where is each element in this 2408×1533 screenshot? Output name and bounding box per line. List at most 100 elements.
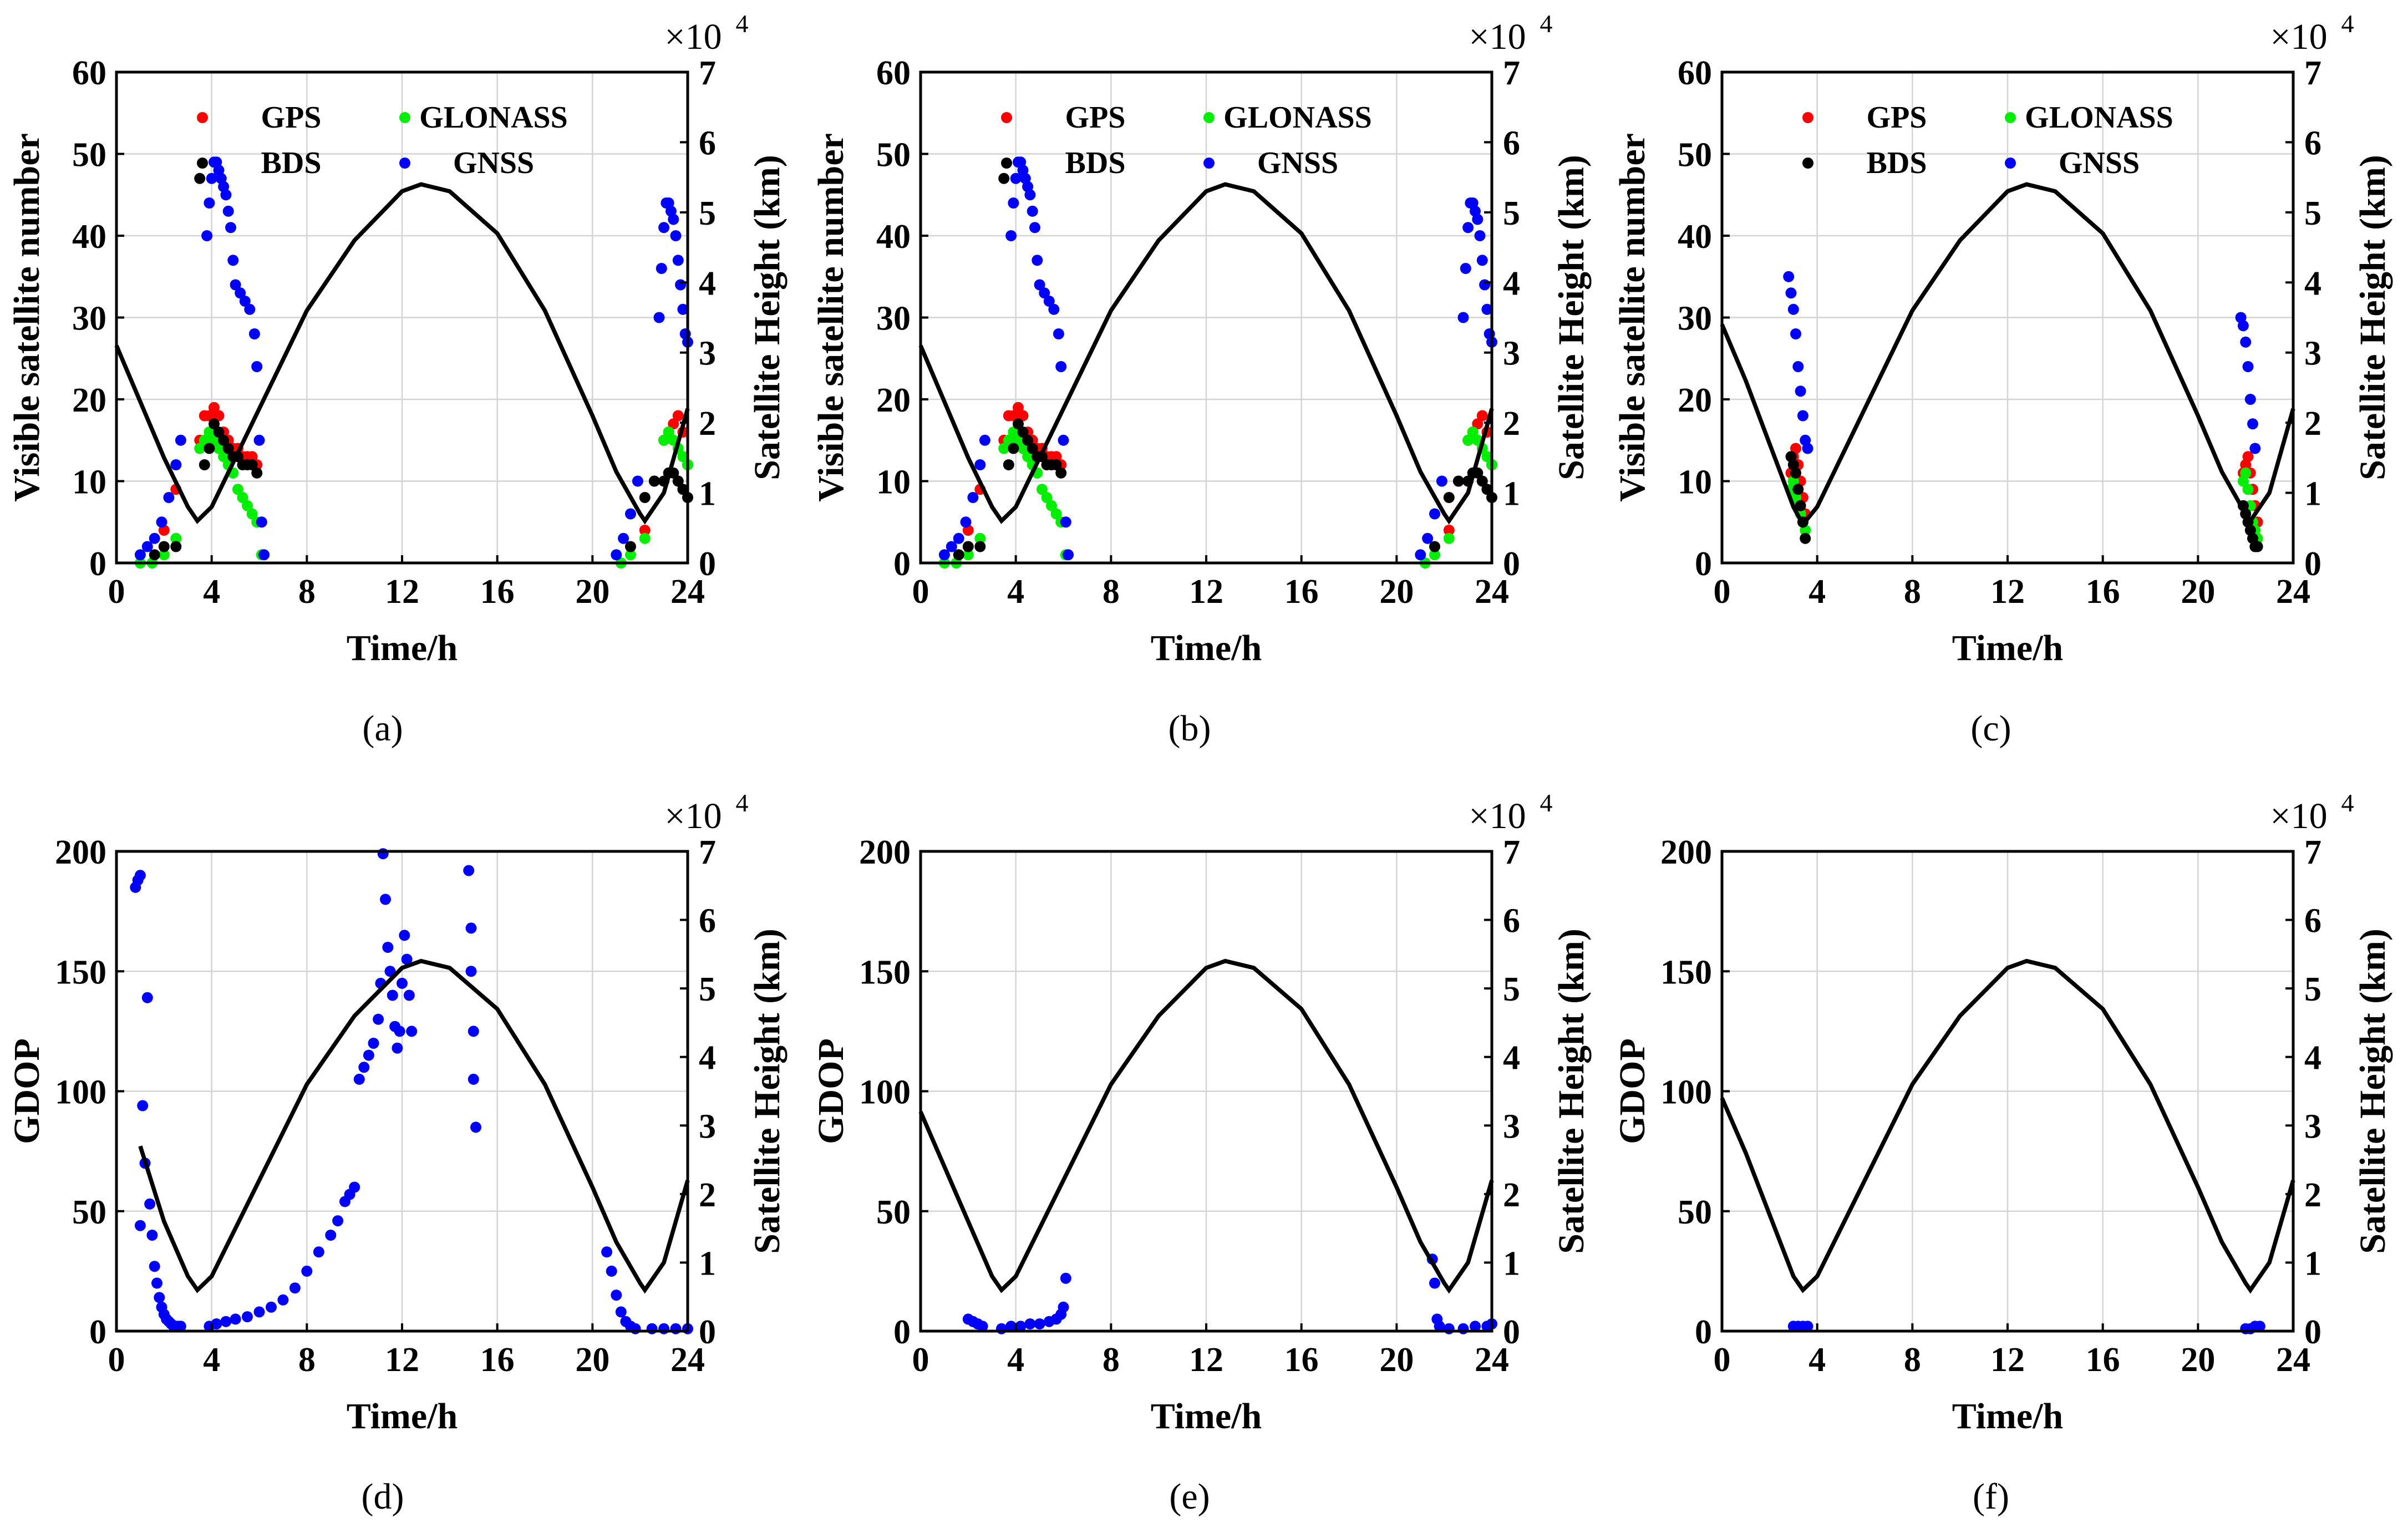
data-point-bds [1790,467,1801,479]
data-point-gnss [1034,279,1045,291]
x-tick-label: 12 [1990,573,2025,611]
legend-label-gps: GPS [1867,100,1927,135]
y-tick-label: 100 [1660,1074,1712,1111]
y2-tick-label: 7 [1503,834,1520,871]
legend: GPS GLONASS BDS GNSS [197,100,568,180]
y2-tick-label: 4 [1503,1039,1520,1077]
y-tick-label: 0 [893,545,911,583]
data-point-gnss [301,1265,313,1277]
y2-multiplier: ×10 [1469,17,1526,57]
x-tick-label: 12 [1189,573,1223,611]
data-point-gnss [1787,303,1799,315]
legend-label-bds: BDS [1867,146,1927,180]
data-point-bds [1050,459,1062,470]
data-point-gnss [146,1230,158,1241]
panel-c: 0 4 8 12 16 20 24010203040506001234567Time/hVi… [1612,9,2393,749]
y2-multiplier-exponent: 4 [1540,9,1553,38]
x-tick-label: 8 [1904,1341,1921,1379]
data-point-glonass [204,427,215,438]
data-point-glonass [199,434,210,446]
y2-multiplier-exponent: 4 [736,9,749,38]
series-gnss [962,1253,1497,1334]
data-point-gnss [258,549,270,561]
y-tick-label: 10 [72,464,106,501]
data-point-gnss [368,1038,379,1049]
data-point-gnss [938,549,950,561]
data-point-gnss [1460,263,1471,274]
data-point-gnss [1008,197,1019,209]
data-point-gnss [211,1318,222,1329]
x-axis-label: Time/h [1151,1396,1262,1436]
y2-tick-label: 0 [2304,545,2321,583]
y2-tick-label: 2 [1503,1176,1520,1214]
y2-tick-label: 6 [699,902,716,940]
y2-tick-label: 2 [699,1176,716,1214]
y-axis-label: GDOP [811,1038,851,1144]
data-point-bds [1795,500,1806,511]
y-tick-label: 200 [1660,834,1712,871]
y2-tick-label: 6 [2304,124,2321,162]
data-point-gnss [382,942,394,953]
y2-multiplier: ×10 [1469,796,1526,836]
x-tick-label: 0 [1714,1341,1731,1379]
data-point-gps [1050,451,1062,463]
data-point-bds [625,541,636,552]
data-point-glonass [1481,451,1493,463]
y2-tick-label: 1 [1503,475,1520,513]
data-point-gnss [353,1073,365,1085]
data-point-gnss [1785,287,1797,299]
y2-tick-label: 5 [1503,971,1520,1008]
y2-axis-label: Satellite Height (km) [2353,928,2393,1254]
legend: GPS GLONASS BDS GNSS [1001,100,1372,180]
data-point-gnss [358,1062,370,1073]
y-tick-label: 200 [859,834,911,871]
panel-b: 0 4 8 12 16 20 24010203040506001234567Time/hVi… [811,9,1592,749]
data-point-glonass [194,443,206,454]
y2-tick-label: 7 [2304,54,2321,92]
y-tick-label: 200 [55,834,106,871]
data-point-glonass [677,451,689,463]
x-tick-label: 20 [2181,1341,2215,1379]
data-point-bds [1055,467,1067,479]
data-point-gnss [377,848,389,860]
data-point-glonass [1003,434,1014,446]
y-tick-label: 50 [72,136,106,174]
data-point-gnss [1048,303,1060,315]
data-point-bds [1022,434,1034,446]
x-tick-label: 24 [2276,573,2310,611]
data-point-gnss [141,541,153,552]
data-point-glonass [1017,443,1029,454]
data-point-gnss [1060,1272,1071,1284]
data-point-glonass [246,508,258,520]
data-point-gnss [1429,508,1440,520]
y-tick-label: 0 [893,1313,911,1351]
x-tick-label: 0 [1714,573,1731,611]
data-point-gnss [1472,214,1484,225]
x-tick-label: 4 [1808,573,1826,611]
data-point-gps [1472,418,1484,430]
data-point-glonass [998,443,1010,454]
data-point-glonass [1429,549,1440,561]
y-tick-label: 100 [859,1074,911,1111]
y-tick-label: 60 [876,54,911,92]
y2-tick-label: 7 [699,54,716,92]
x-tick-label: 16 [480,573,515,611]
data-point-bds [1017,427,1029,438]
y-tick-label: 30 [72,300,106,338]
y-tick-label: 50 [72,1194,106,1231]
data-point-glonass [1443,532,1455,544]
data-point-gnss [615,1306,627,1318]
data-point-bds [639,492,651,503]
data-point-gnss [363,1049,374,1061]
data-point-gnss [1010,172,1022,184]
data-point-bds [1429,541,1440,552]
data-point-gnss [977,1321,988,1332]
y2-tick-label: 4 [699,1039,716,1077]
data-point-gnss [141,992,153,1003]
data-point-bds [149,549,160,561]
data-point-gnss [325,1230,337,1241]
y-axis-label: Visible satellite number [7,133,47,502]
data-point-gnss [1783,271,1795,282]
y-tick-label: 50 [876,1194,911,1231]
x-tick-label: 8 [298,1341,316,1379]
